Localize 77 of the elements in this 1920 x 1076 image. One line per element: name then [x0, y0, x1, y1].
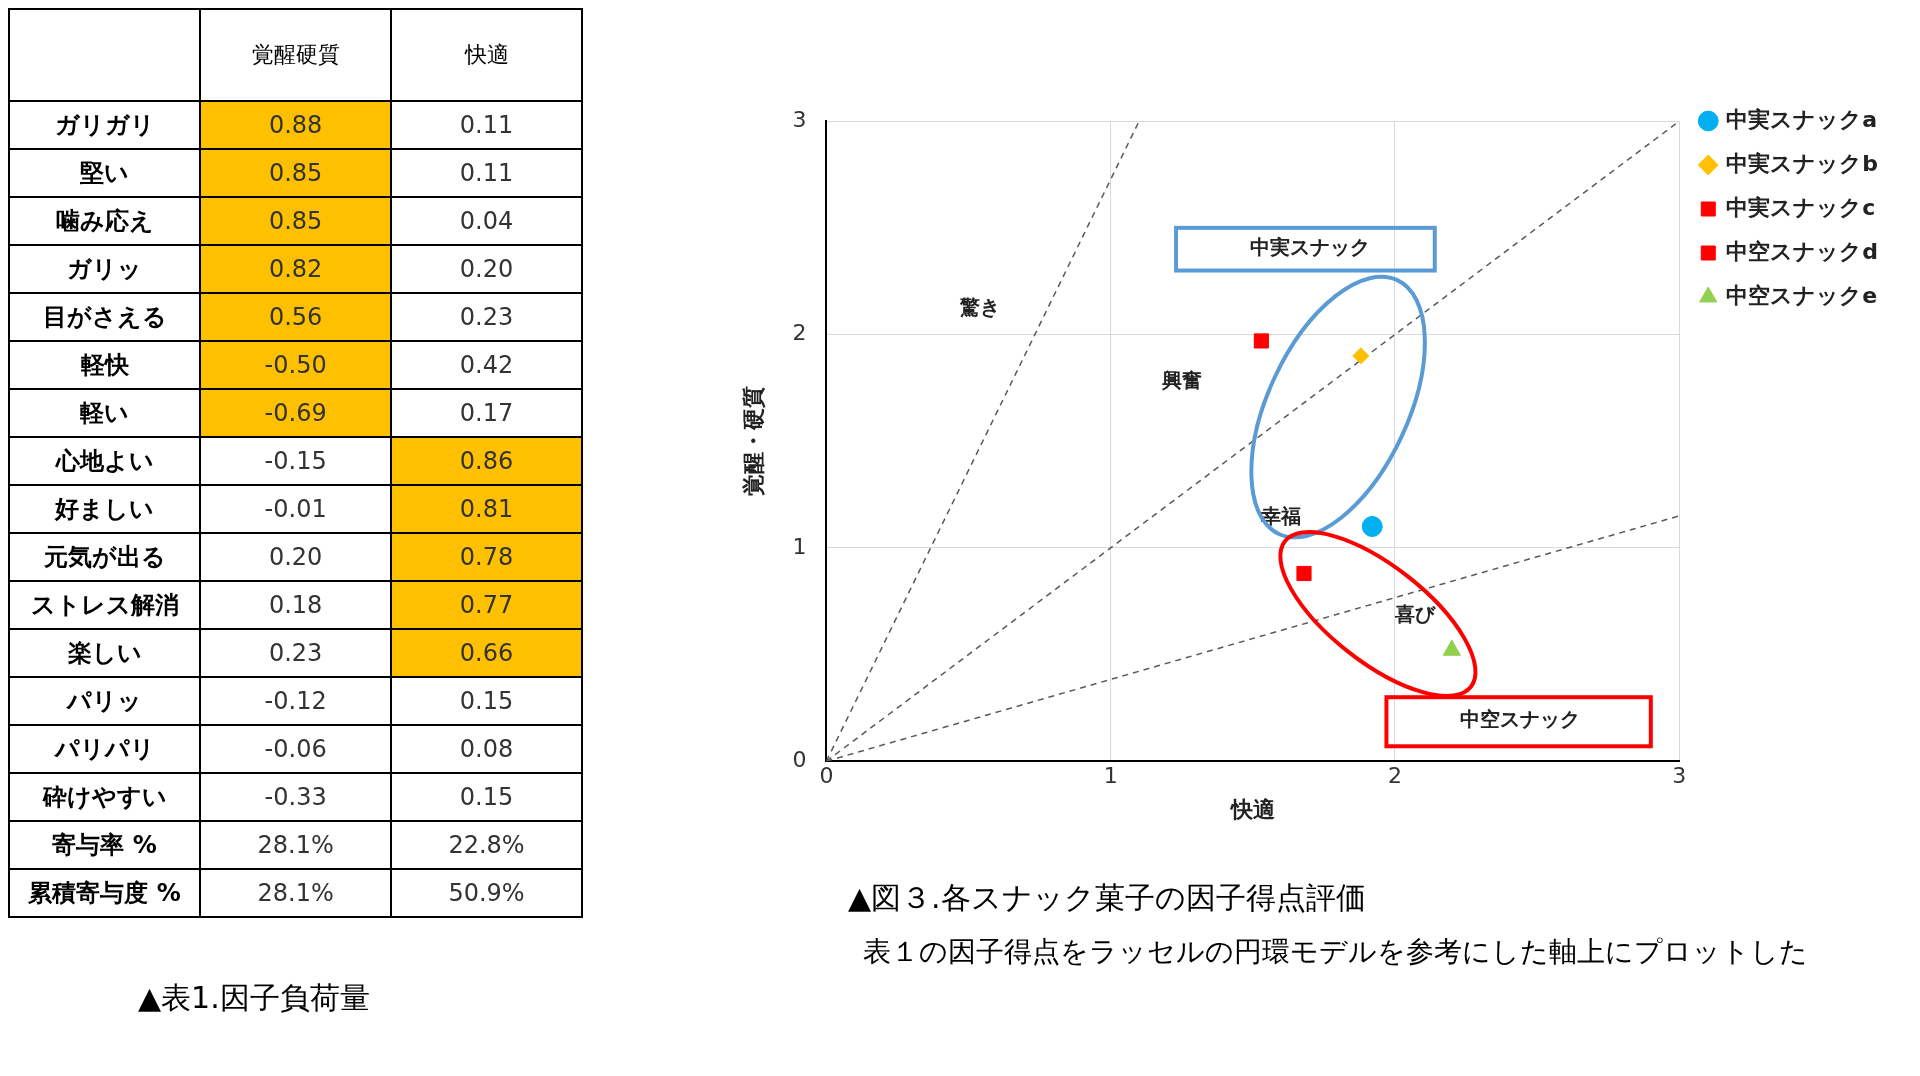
data-label: 0.20	[391, 245, 582, 293]
category-label: 寄与率 %	[9, 821, 201, 869]
category-label: 砕けやすい	[9, 773, 201, 821]
legend-label: 中実スナックa	[1726, 106, 1878, 132]
data-label: -0.12	[200, 677, 392, 725]
x-tick-label: 1	[1103, 763, 1118, 789]
y-tick-label: 0	[792, 746, 807, 772]
series-label: 快適	[391, 9, 582, 101]
data-label: 0.85	[200, 197, 392, 245]
category-label: 目がさえる	[9, 293, 201, 341]
data-label: 0.66	[391, 629, 582, 677]
text: 表１の因子得点をラッセルの円環モデルを参考にした軸上にプロットした	[863, 934, 1809, 970]
data-label: 0.42	[391, 341, 582, 389]
data-label: 0.11	[391, 101, 582, 149]
category-label: ストレス解消	[9, 581, 201, 629]
data-label: 22.8%	[391, 821, 582, 869]
data-label: 0.04	[391, 197, 582, 245]
annotation: 幸福	[1260, 504, 1302, 529]
x-axis-title: 快適	[1228, 796, 1275, 822]
data-label: -0.06	[200, 725, 392, 773]
category-label: ガリッ	[9, 245, 201, 293]
annotation: 喜び	[1393, 602, 1436, 627]
category-label: 軽い	[9, 389, 201, 437]
annotation: 中空スナック	[1460, 706, 1581, 731]
data-label: 0.77	[391, 581, 582, 629]
category-label: 累積寄与度 %	[9, 869, 201, 917]
legend-label: 中実スナックc	[1726, 194, 1876, 220]
data-label: 0.56	[200, 293, 392, 341]
data-label: -0.69	[200, 389, 392, 437]
data-label: 0.20	[200, 533, 392, 581]
data-label: 50.9%	[391, 869, 582, 917]
y-tick-label: 2	[792, 320, 807, 346]
y-tick-label: 1	[792, 533, 807, 559]
category-label: 堅い	[9, 149, 201, 197]
data-label: 0.18	[200, 581, 392, 629]
category-label: ガリガリ	[9, 101, 201, 149]
data-label: 0.15	[391, 773, 582, 821]
data-label: -0.33	[200, 773, 392, 821]
data-label: 0.82	[200, 245, 392, 293]
category-label: 心地よい	[9, 437, 201, 485]
data-label: 0.85	[200, 149, 392, 197]
category-label: 噛み応え	[9, 197, 201, 245]
data-label: 28.1%	[200, 821, 392, 869]
category-label: 楽しい	[9, 629, 201, 677]
category-label: 好ましい	[9, 485, 201, 533]
annotation: 興奮	[1160, 367, 1202, 392]
category-label: 軽快	[9, 341, 201, 389]
data-label: 0.88	[200, 101, 392, 149]
annotation: 驚き	[958, 295, 1000, 320]
category-label: 元気が出る	[9, 533, 201, 581]
x-tick-label: 0	[819, 763, 834, 789]
legend-label: 中空スナックe	[1726, 282, 1878, 308]
data-label: 0.11	[391, 149, 582, 197]
category-label: パリッ	[9, 677, 201, 725]
data-label: -0.50	[200, 341, 392, 389]
data-label: 0.15	[391, 677, 582, 725]
data-label: 0.23	[391, 293, 582, 341]
data-label: 28.1%	[200, 869, 392, 917]
y-tick-label: 3	[792, 106, 807, 132]
data-label: 0.81	[391, 485, 582, 533]
text: ▲図３.各スナック菓子の因子得点評価	[848, 879, 1367, 917]
data-label: 0.08	[391, 725, 582, 773]
data-label: 0.17	[391, 389, 582, 437]
data-label: -0.01	[200, 485, 392, 533]
legend-label: 中空スナックd	[1726, 238, 1878, 264]
x-tick-label: 2	[1387, 763, 1402, 789]
data-label: -0.15	[200, 437, 392, 485]
text: ▲表1.因子負荷量	[138, 979, 371, 1017]
data-label: 0.78	[391, 533, 582, 581]
data-label: 0.86	[391, 437, 582, 485]
x-tick-label: 3	[1672, 763, 1687, 789]
data-label: 0.23	[200, 629, 392, 677]
y-axis-title: 覚醒・硬質	[740, 386, 766, 497]
legend-label: 中実スナックb	[1726, 150, 1878, 176]
annotation: 中実スナック	[1249, 235, 1370, 260]
category-label: パリパリ	[9, 725, 201, 773]
series-label: 覚醒硬質	[200, 9, 392, 101]
